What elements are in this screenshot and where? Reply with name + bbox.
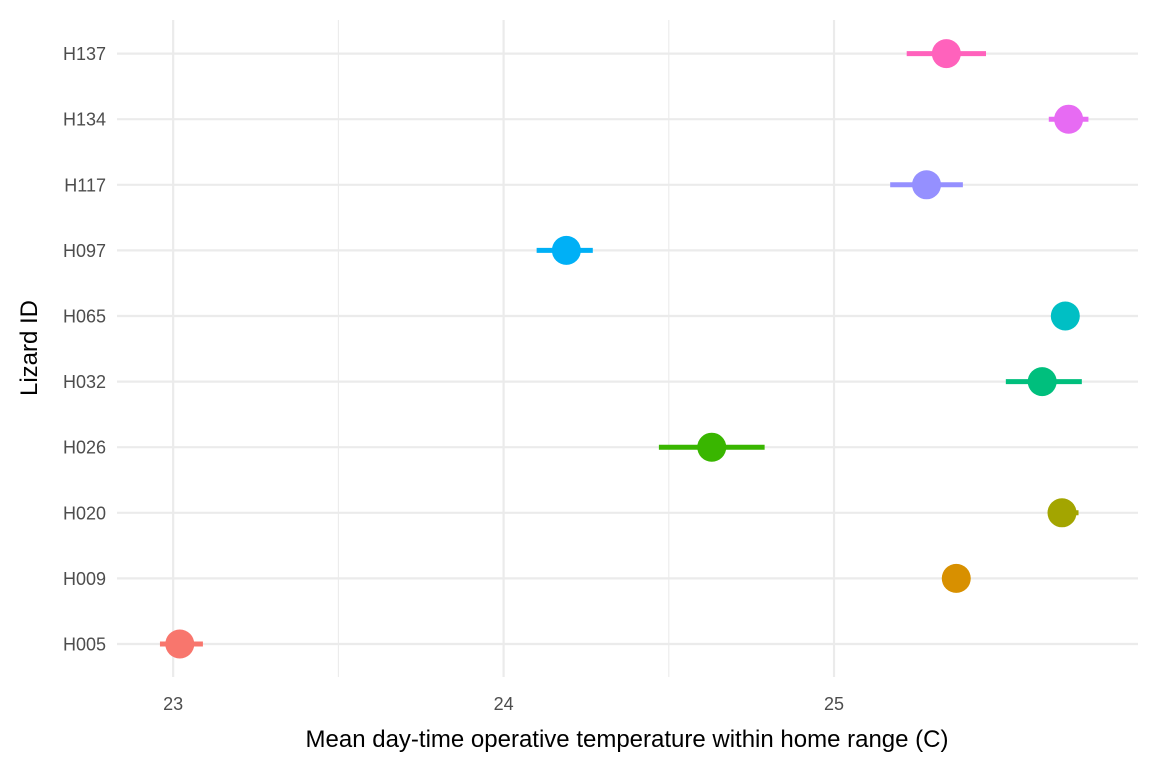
y-tick-label: H005 — [63, 635, 106, 655]
data-point — [1050, 301, 1080, 331]
y-tick-label: H020 — [63, 503, 106, 523]
x-tick-label: 24 — [494, 694, 514, 714]
data-point — [912, 170, 942, 200]
x-tick-label: 23 — [163, 694, 183, 714]
x-axis-title: Mean day-time operative temperature with… — [306, 726, 949, 753]
data-point — [1027, 367, 1057, 397]
data-point — [697, 432, 727, 462]
data-point — [1054, 104, 1084, 134]
y-axis-title: Lizard ID — [16, 300, 43, 396]
y-tick-label: H009 — [63, 569, 106, 589]
y-tick-label: H065 — [63, 307, 106, 327]
x-axis-ticks: 23 24 25 — [163, 694, 844, 714]
y-tick-label: H134 — [63, 110, 106, 130]
x-tick-label: 25 — [824, 694, 844, 714]
data-point — [551, 235, 581, 265]
y-tick-label: H117 — [64, 175, 106, 195]
data-point — [1047, 498, 1077, 528]
points — [165, 39, 1084, 659]
grid — [117, 20, 1138, 677]
data-point — [941, 563, 971, 593]
y-tick-label: H032 — [63, 372, 106, 392]
y-tick-label: H097 — [63, 241, 106, 261]
data-point — [165, 629, 195, 659]
y-axis-ticks: H005 H009 H020 H026 H032 H065 H097 H117 H134 H137 — [63, 44, 106, 654]
y-tick-label: H137 — [63, 44, 106, 64]
y-tick-label: H026 — [63, 438, 106, 458]
data-point — [931, 39, 961, 69]
error-bars — [159, 51, 1089, 647]
